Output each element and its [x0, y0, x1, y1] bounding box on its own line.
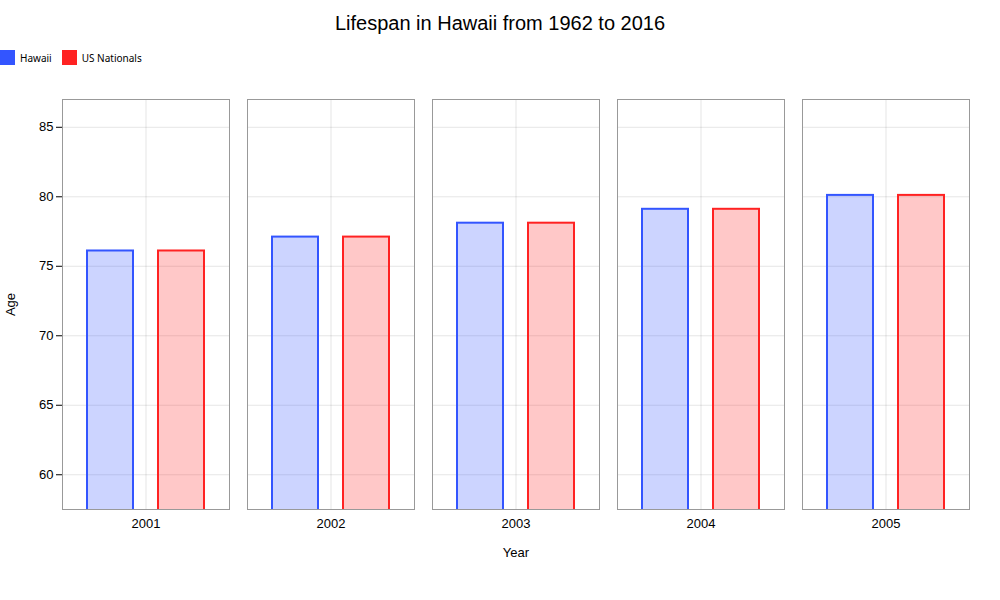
svg-text:85: 85	[39, 119, 53, 134]
html-text:US Nationals: US Nationals	[81, 50, 142, 65]
svg-text:65: 65	[39, 397, 53, 412]
svg-text:75: 75	[39, 258, 53, 273]
svg-text:2002: 2002	[317, 516, 346, 531]
html-text:Hawaii: Hawaii	[20, 50, 52, 65]
html-text:Lifespan in Hawaii from 1962 t: Lifespan in Hawaii from 1962 to 2016	[334, 12, 666, 34]
svg-text:2005: 2005	[872, 516, 901, 531]
svg-text:60: 60	[39, 467, 53, 482]
svg-text:2003: 2003	[502, 516, 531, 531]
svg-text:Age: Age	[3, 293, 18, 316]
svg-text:70: 70	[39, 328, 53, 343]
svg-text:80: 80	[39, 189, 53, 204]
svg-text:2004: 2004	[687, 516, 716, 531]
svg-text:2001: 2001	[132, 516, 161, 531]
svg-text:Year: Year	[503, 545, 530, 560]
